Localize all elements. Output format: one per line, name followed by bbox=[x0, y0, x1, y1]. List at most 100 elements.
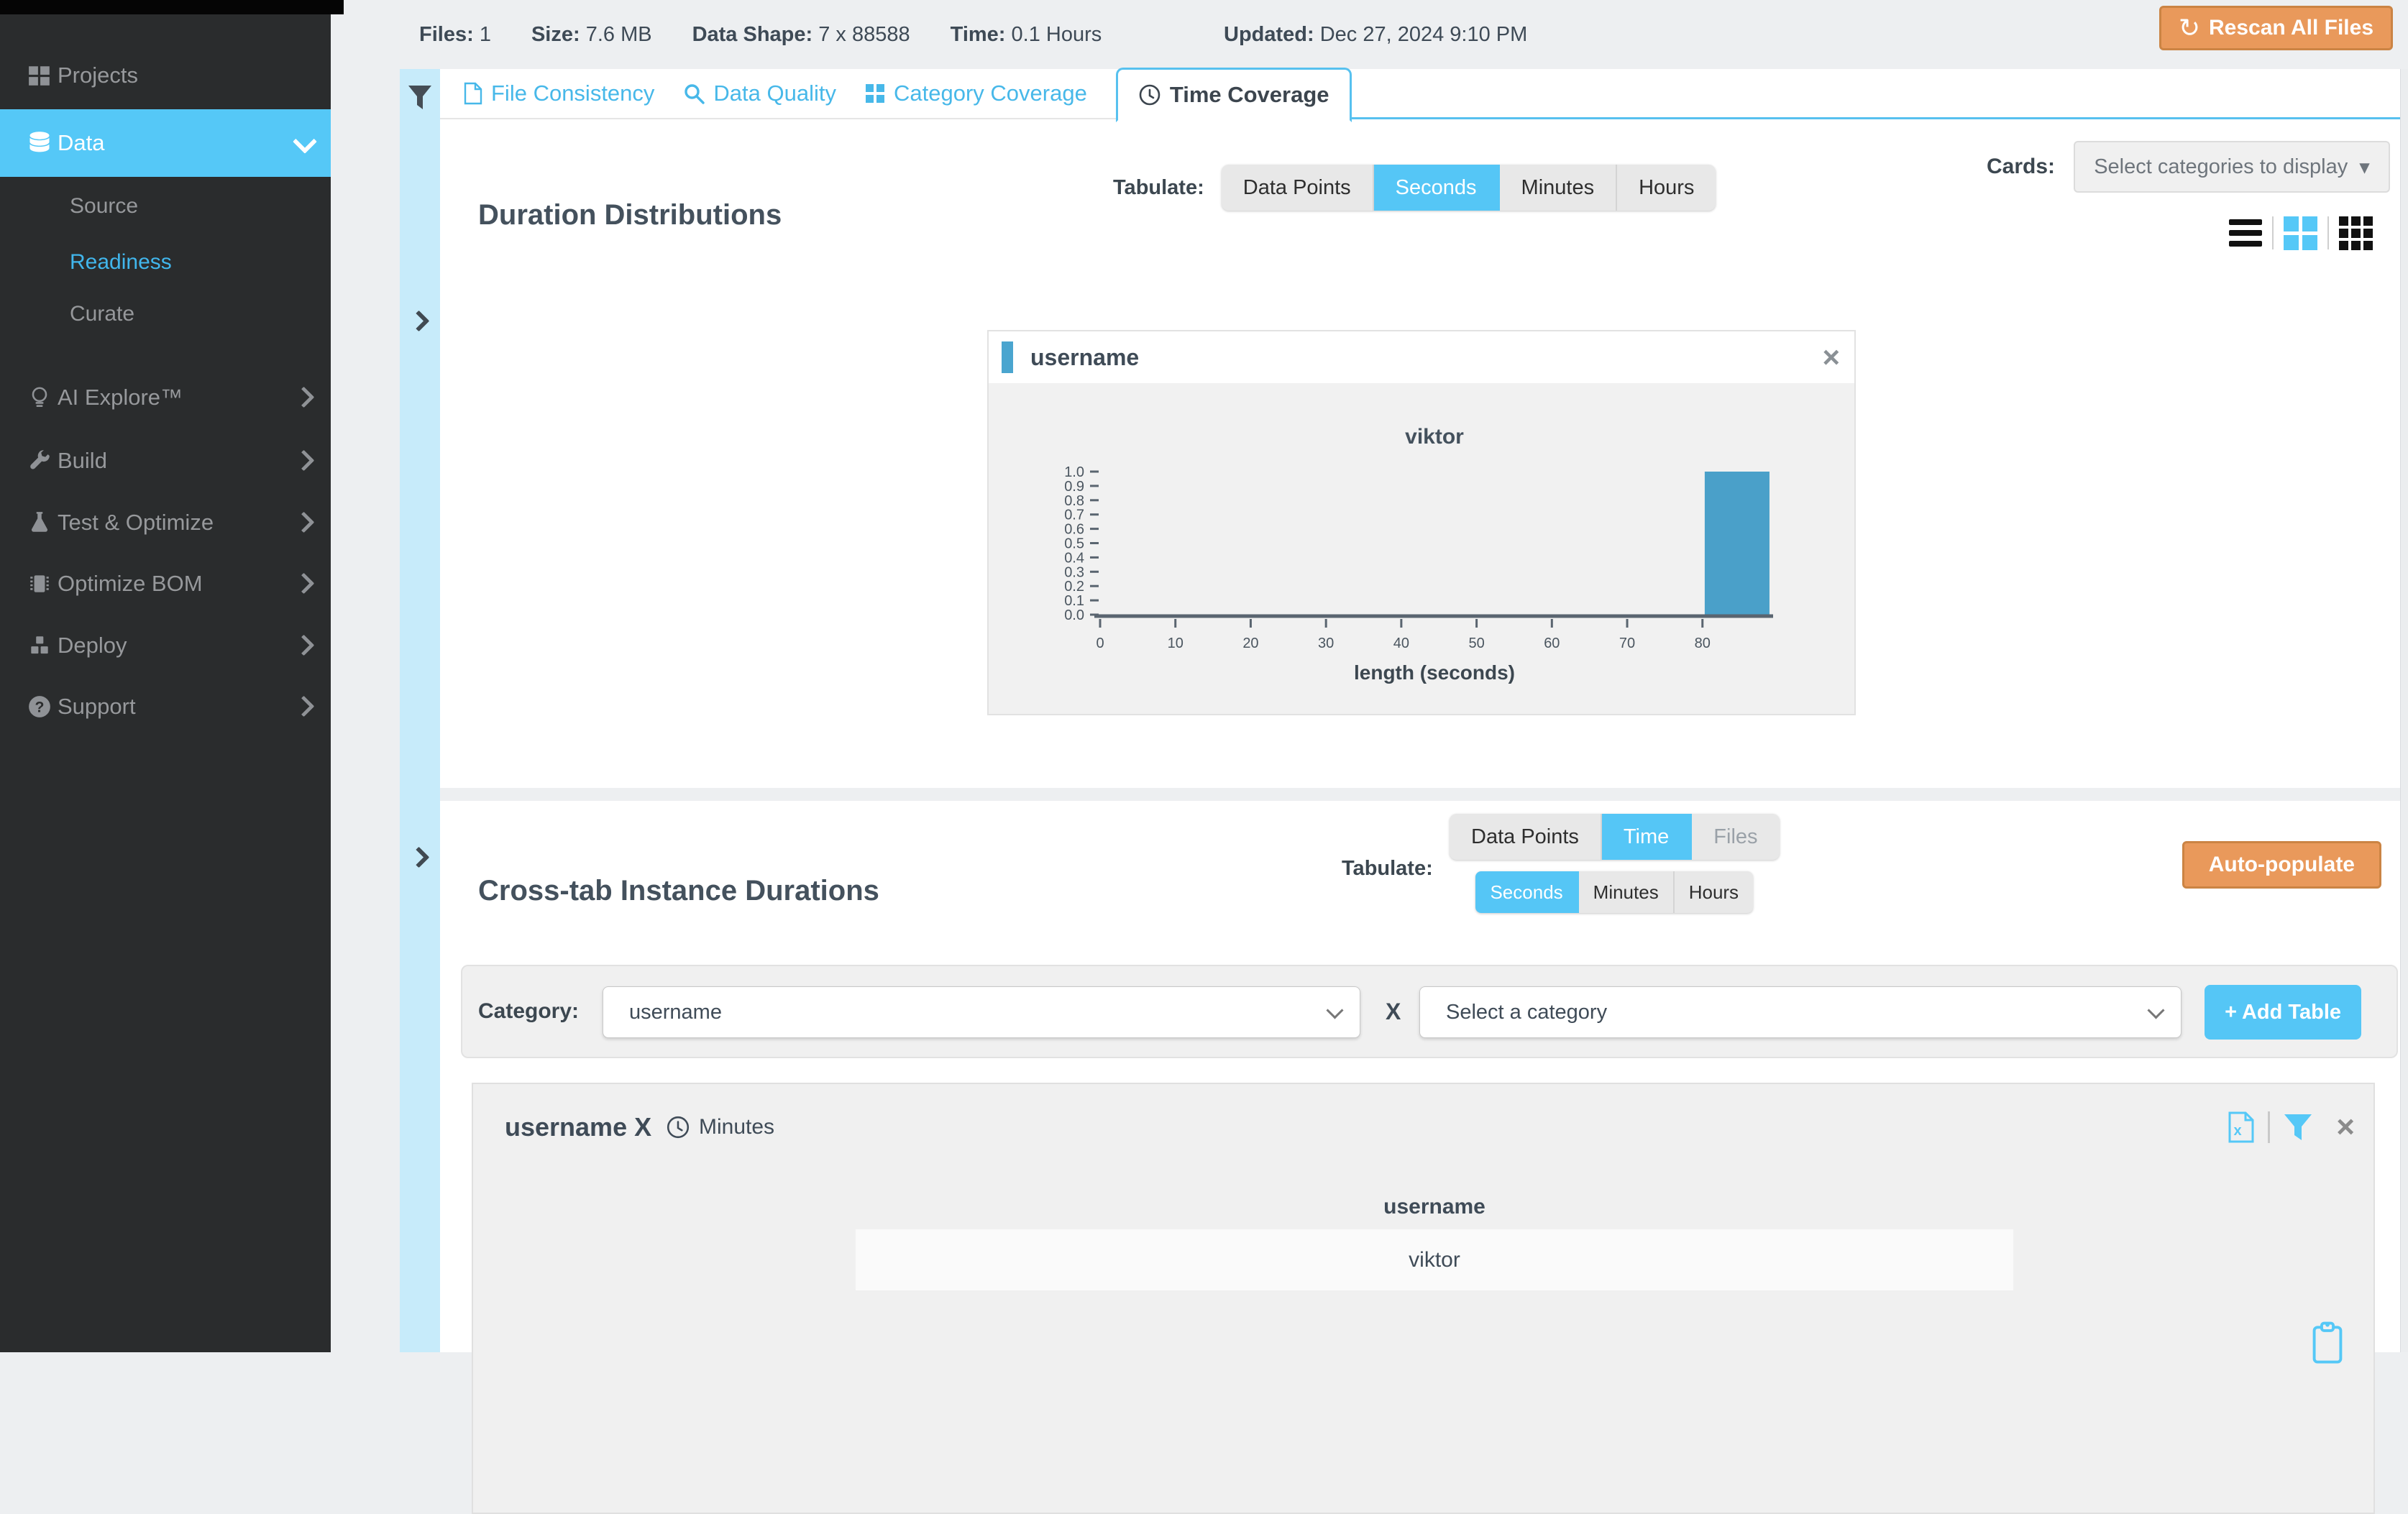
tab-label: Time Coverage bbox=[1169, 82, 1329, 107]
dataset-stats: Files: 1 Size: 7.6 MB Data Shape: 7 x 88… bbox=[419, 0, 1142, 69]
unit-label: Minutes bbox=[699, 1115, 775, 1139]
category-select-2-value: Select a category bbox=[1446, 1000, 1608, 1024]
clock-icon bbox=[1139, 84, 1160, 106]
card-body: viktor 0.0 0.1 0.2 0.3 0.4 0.5 0.6 0.7 0.8 0.9 1.0 0… bbox=[989, 383, 1854, 714]
stat-label: Files: bbox=[419, 22, 474, 46]
svg-text:0.4: 0.4 bbox=[1064, 550, 1084, 566]
sidebar-item-deploy[interactable]: Deploy bbox=[0, 620, 331, 671]
mode-time-button[interactable]: Time bbox=[1601, 814, 1693, 860]
tab-category-coverage[interactable]: Category Coverage bbox=[865, 81, 1087, 106]
svg-text:1.0: 1.0 bbox=[1064, 464, 1084, 480]
duration-tabulate: Tabulate: Data Points Seconds Minutes Ho… bbox=[1113, 165, 1716, 211]
svg-text:0.5: 0.5 bbox=[1064, 536, 1084, 552]
category-select-2[interactable]: Select a category bbox=[1419, 986, 2182, 1038]
tab-label: Data Quality bbox=[713, 81, 836, 106]
table-card-unit: Minutes bbox=[666, 1084, 774, 1170]
tabulate-seconds-button[interactable]: Seconds bbox=[1373, 165, 1500, 211]
sidebar-item-support[interactable]: ? Support bbox=[0, 682, 331, 732]
svg-text:0.6: 0.6 bbox=[1064, 522, 1084, 538]
svg-text:0.1: 0.1 bbox=[1064, 593, 1084, 609]
tabulate-minutes-button[interactable]: Minutes bbox=[1500, 165, 1618, 211]
add-table-button[interactable]: + Add Table bbox=[2205, 985, 2361, 1040]
chevron-down-icon bbox=[2147, 1001, 2165, 1019]
cards-dropdown-value: Select categories to display bbox=[2094, 155, 2348, 178]
rescan-all-files-button[interactable]: ↻ Rescan All Files bbox=[2158, 6, 2393, 50]
unit-minutes-button[interactable]: Minutes bbox=[1579, 871, 1675, 913]
stat-value: 1 bbox=[479, 22, 491, 46]
table-row[interactable]: viktor bbox=[856, 1229, 2013, 1290]
svg-text:60: 60 bbox=[1544, 636, 1560, 651]
sidebar-item-curate[interactable]: Curate bbox=[0, 289, 331, 339]
stat-label: Time: bbox=[950, 22, 1006, 46]
grid2-view-icon[interactable] bbox=[2284, 216, 2317, 250]
sidebar-item-test-optimize[interactable]: Test & Optimize bbox=[0, 497, 331, 548]
chevron-down-icon bbox=[293, 129, 317, 156]
crosstab-tabulate-groups: Data Points Time Files Seconds Minutes H… bbox=[1450, 814, 1780, 913]
crosstab-table: username viktor bbox=[856, 1185, 2013, 1290]
sidebar-item-data[interactable]: Data bbox=[0, 109, 331, 177]
svg-text:0.7: 0.7 bbox=[1064, 508, 1084, 523]
card-header: username × bbox=[989, 331, 1854, 383]
tab-label: Category Coverage bbox=[894, 81, 1087, 106]
refresh-icon: ↻ bbox=[2178, 13, 2201, 42]
view-mode-toggles bbox=[2229, 216, 2373, 250]
flask-icon bbox=[26, 509, 53, 536]
duration-distributions-panel: File Consistency Data Quality Category C… bbox=[440, 68, 2400, 788]
unit-hours-button[interactable]: Hours bbox=[1688, 881, 1739, 903]
unit-seconds-button[interactable]: Seconds bbox=[1475, 871, 1579, 913]
tab-time-coverage[interactable]: Time Coverage bbox=[1115, 68, 1352, 122]
clock-icon bbox=[667, 1116, 690, 1139]
tabulate-data-points-button[interactable]: Data Points bbox=[1222, 165, 1374, 211]
stat-label: Size: bbox=[531, 22, 580, 46]
tab-file-consistency[interactable]: File Consistency bbox=[464, 81, 654, 106]
chevron-right-icon bbox=[293, 385, 315, 410]
sidebar-item-label: Data bbox=[58, 130, 105, 155]
sidebar-item-readiness[interactable]: Readiness bbox=[0, 237, 331, 288]
sidebar-item-source[interactable]: Source bbox=[0, 181, 331, 231]
sidebar-item-optimize-bom[interactable]: Optimize BOM bbox=[0, 559, 331, 609]
export-excel-icon[interactable]: x bbox=[2228, 1111, 2255, 1143]
svg-text:viktor: viktor bbox=[1405, 425, 1464, 449]
svg-text:0: 0 bbox=[1096, 636, 1104, 651]
cubes-icon bbox=[26, 632, 53, 659]
expand-crosstab-panel-chevron[interactable] bbox=[408, 846, 430, 868]
sidebar-item-projects[interactable]: Projects bbox=[0, 50, 331, 101]
sidebar-subitem-label: Curate bbox=[70, 302, 135, 326]
sidebar-item-label: Deploy bbox=[58, 633, 127, 658]
stat-files: Files: 1 bbox=[419, 23, 491, 47]
divider bbox=[2272, 216, 2274, 249]
filter-icon[interactable] bbox=[2283, 1113, 2313, 1142]
crosstab-table-card: username X Minutes x × username viktor bbox=[472, 1083, 2375, 1514]
grid3-view-icon[interactable] bbox=[2339, 216, 2373, 250]
stat-value: 7 x 88588 bbox=[818, 22, 910, 46]
filter-icon[interactable] bbox=[408, 85, 432, 111]
sidebar-top-strip bbox=[0, 0, 344, 14]
mode-data-points-button[interactable]: Data Points bbox=[1450, 814, 1602, 860]
clipboard-icon[interactable] bbox=[2311, 1321, 2344, 1364]
tab-bar: File Consistency Data Quality Category C… bbox=[440, 68, 2400, 122]
tab-data-quality[interactable]: Data Quality bbox=[683, 81, 836, 106]
mode-files-button[interactable]: Files bbox=[1713, 825, 1758, 848]
sidebar-subitem-label: Source bbox=[70, 194, 139, 218]
category-select-1-value: username bbox=[629, 1000, 722, 1024]
chevron-right-icon bbox=[293, 510, 315, 536]
vertical-scrollbar[interactable] bbox=[2400, 69, 2408, 1352]
svg-text:20: 20 bbox=[1242, 636, 1258, 651]
sidebar-item-ai-explore[interactable]: AI Explore™ bbox=[0, 372, 331, 423]
svg-text:30: 30 bbox=[1318, 636, 1334, 651]
svg-text:10: 10 bbox=[1168, 636, 1184, 651]
auto-populate-button[interactable]: Auto-populate bbox=[2182, 841, 2381, 889]
tabulate-hours-button[interactable]: Hours bbox=[1639, 175, 1695, 199]
lightbulb-icon bbox=[26, 384, 53, 411]
expand-duration-panel-chevron[interactable] bbox=[408, 310, 430, 332]
close-icon[interactable]: × bbox=[2336, 1109, 2355, 1144]
stat-value: 0.1 Hours bbox=[1011, 22, 1102, 46]
category-select-1[interactable]: username bbox=[603, 986, 1360, 1038]
chevron-right-icon bbox=[293, 571, 315, 597]
list-view-icon[interactable] bbox=[2229, 219, 2262, 247]
cards-dropdown[interactable]: Select categories to display ▾ bbox=[2074, 141, 2390, 193]
crosstab-unit-group: Seconds Minutes Hours bbox=[1475, 871, 1754, 913]
sidebar-item-build[interactable]: Build bbox=[0, 436, 331, 486]
close-icon[interactable]: × bbox=[1822, 340, 1840, 374]
card-title: username bbox=[1030, 344, 1140, 370]
